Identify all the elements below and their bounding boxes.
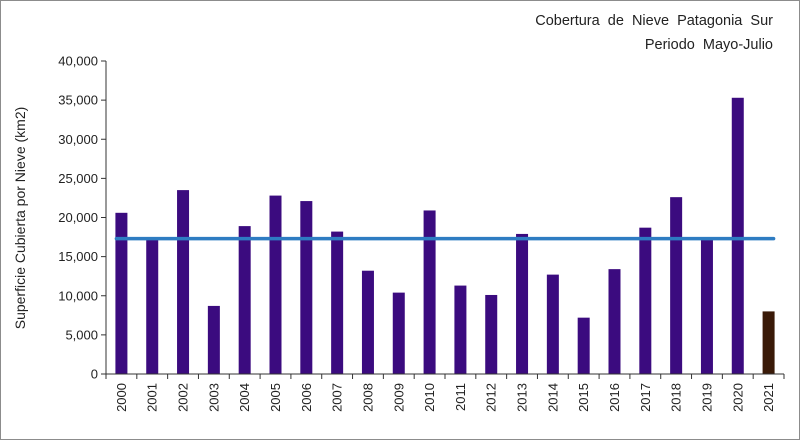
bar-2005 xyxy=(269,195,282,374)
x-tick-label: 2007 xyxy=(330,383,345,412)
bar-2012 xyxy=(485,294,498,374)
x-tick-label: 2017 xyxy=(638,383,653,412)
chart-subtitle: Periodo Mayo-Julio xyxy=(645,37,773,53)
x-tick-label: 2013 xyxy=(515,383,530,412)
y-axis-ticks: 0 5,000 10,000 15,000 20,000 25,000 30,000 35,0… xyxy=(58,54,106,382)
x-tick-label: 2020 xyxy=(730,383,745,412)
y-tick-label: 35,000 xyxy=(58,93,98,108)
bar-2011 xyxy=(454,285,467,374)
bar-2008 xyxy=(361,270,374,374)
bar-2016 xyxy=(608,269,621,374)
x-tick-label: 2014 xyxy=(545,383,560,412)
x-tick-label: 2021 xyxy=(761,383,776,412)
bar-2019 xyxy=(700,238,713,374)
y-tick-label: 40,000 xyxy=(58,54,98,69)
bar-2014 xyxy=(546,274,559,374)
x-tick-label: 2008 xyxy=(360,383,375,412)
x-tick-label: 2019 xyxy=(699,383,714,412)
x-axis-ticks: 2000 2001 2002 2003 2004 2005 2006 2007 2008 2009… xyxy=(105,374,785,412)
x-tick-label: 2012 xyxy=(484,383,499,412)
x-tick-label: 2016 xyxy=(607,383,622,412)
x-tick-label: 2006 xyxy=(299,383,314,412)
x-tick-label: 2018 xyxy=(669,383,684,412)
bar-2002 xyxy=(177,190,190,374)
x-tick-label: 2002 xyxy=(176,383,191,412)
bar-2017 xyxy=(639,227,652,374)
bar-2000 xyxy=(115,212,128,374)
y-axis-title: Superficie Cubierta por Nieve (km2) xyxy=(12,107,28,330)
x-tick-label: 2005 xyxy=(268,383,283,412)
chart-title: Cobertura de Nieve Patagonia Sur xyxy=(535,13,773,29)
x-tick-label: 2010 xyxy=(422,383,437,412)
x-tick-label: 2011 xyxy=(453,383,468,411)
bar-2007 xyxy=(331,231,344,374)
bar-2003 xyxy=(207,305,220,374)
bar-2020 xyxy=(731,97,744,374)
x-tick-label: 2003 xyxy=(206,383,221,412)
y-tick-label: 5,000 xyxy=(65,327,98,342)
x-tick-label: 2000 xyxy=(114,383,129,412)
y-tick-label: 10,000 xyxy=(58,288,98,303)
bar-2015 xyxy=(577,317,590,374)
y-tick-label: 20,000 xyxy=(58,210,98,225)
bar-2004 xyxy=(238,226,251,374)
x-tick-label: 2004 xyxy=(237,383,252,412)
bar-2006 xyxy=(300,201,313,374)
bar-2018 xyxy=(670,197,683,374)
y-tick-label: 15,000 xyxy=(58,249,98,264)
x-tick-label: 2001 xyxy=(145,383,160,412)
y-tick-label: 0 xyxy=(91,367,98,382)
y-tick-label: 25,000 xyxy=(58,171,98,186)
axes-group xyxy=(105,61,784,375)
bar-2021 xyxy=(762,311,775,374)
bar-2009 xyxy=(392,292,405,374)
y-tick-label: 30,000 xyxy=(58,132,98,147)
x-tick-label: 2009 xyxy=(391,383,406,412)
bar-2001 xyxy=(146,239,159,374)
x-tick-label: 2015 xyxy=(576,383,591,412)
chart-title-group: Cobertura de Nieve Patagonia Sur Periodo… xyxy=(535,13,773,53)
bar-2013 xyxy=(516,233,529,374)
bar-2010 xyxy=(423,210,436,374)
bars-group xyxy=(115,97,775,374)
